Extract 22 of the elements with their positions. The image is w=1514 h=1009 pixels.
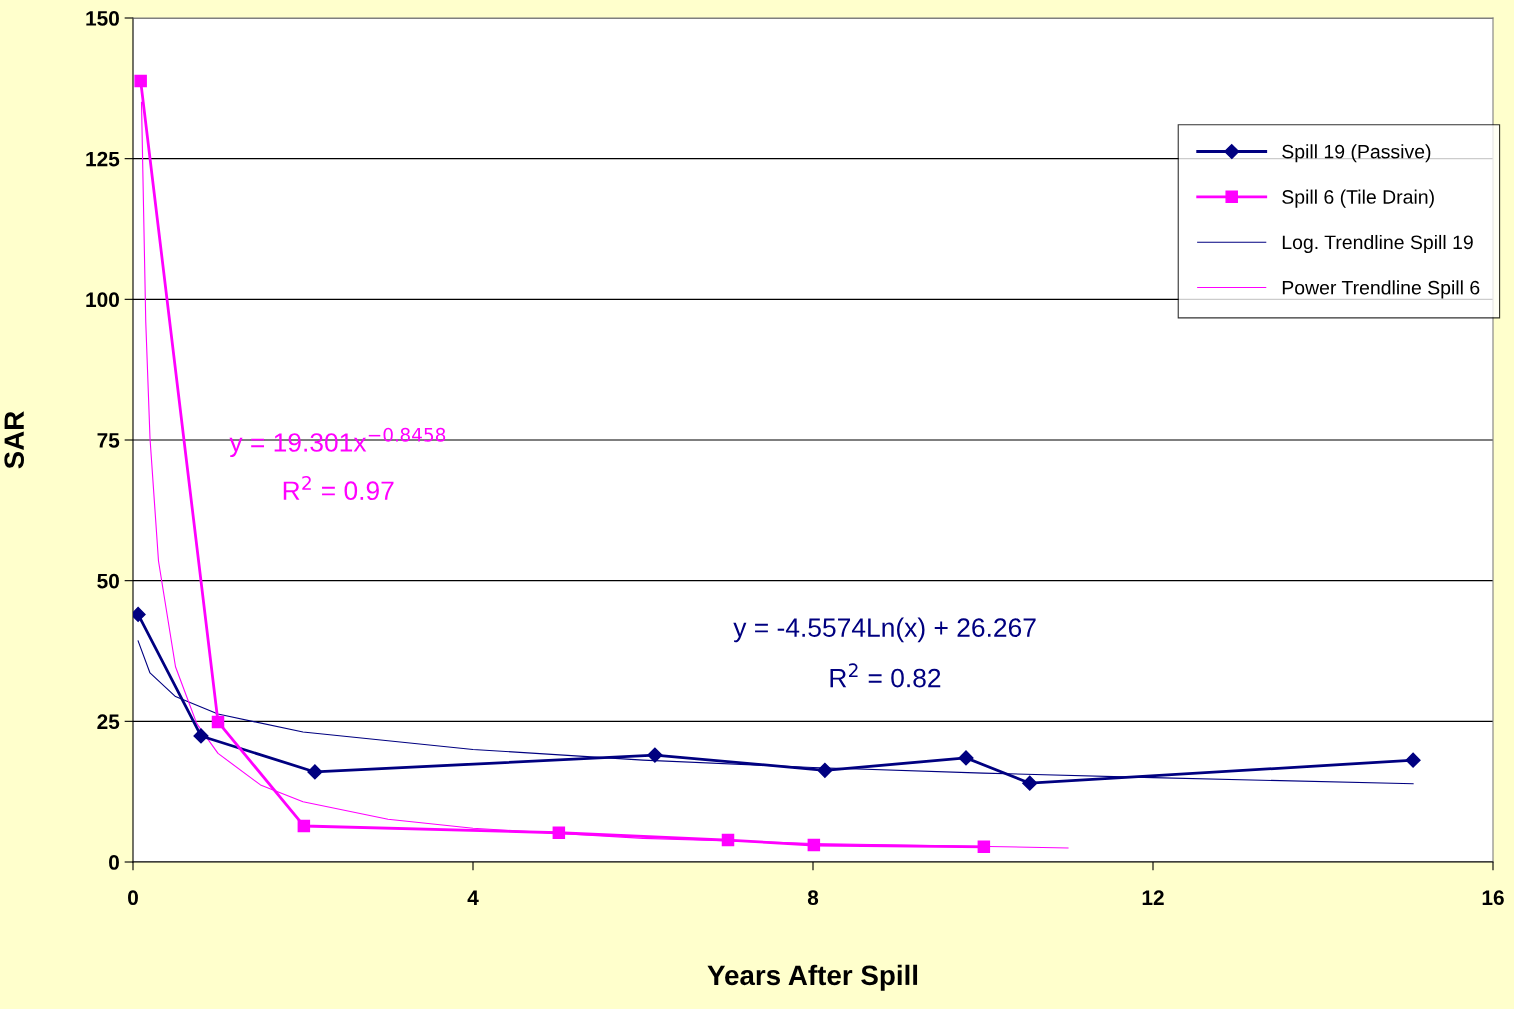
- legend-label: Spill 19 (Passive): [1282, 144, 1431, 163]
- y-axis-title: SAR: [4, 411, 24, 469]
- legend-label: Log. Trendline Spill 19: [1282, 234, 1473, 254]
- annotation: y = -4.5574Ln(x) + 26.267: [733, 617, 1036, 643]
- x-tick-label: 16: [1482, 890, 1504, 906]
- y-tick-label: 50: [97, 573, 119, 589]
- y-tick-label: 125: [86, 151, 120, 167]
- annotation: R$^{2}$ = 0.82: [830, 663, 941, 688]
- x-axis-title: Years After Spill: [707, 964, 918, 991]
- y-tick-label: 0: [109, 855, 119, 870]
- legend-label: Spill 6 (Tile Drain): [1282, 189, 1434, 208]
- y-tick-label: 150: [86, 11, 119, 26]
- legend-label: Power Trendline Spill 6: [1282, 280, 1480, 299]
- y-tick-label: 75: [97, 433, 120, 448]
- annotation: y = 19.301x$^{−0.8458}$: [229, 427, 446, 458]
- y-tick-label: 100: [86, 292, 119, 308]
- x-tick-label: 8: [807, 890, 819, 906]
- y-tick-label: 25: [97, 714, 120, 730]
- x-tick-label: 0: [128, 890, 138, 906]
- annotation: R$^{2}$ = 0.97: [283, 475, 394, 501]
- x-tick-label: 4: [467, 890, 479, 905]
- x-tick-label: 12: [1142, 890, 1164, 905]
